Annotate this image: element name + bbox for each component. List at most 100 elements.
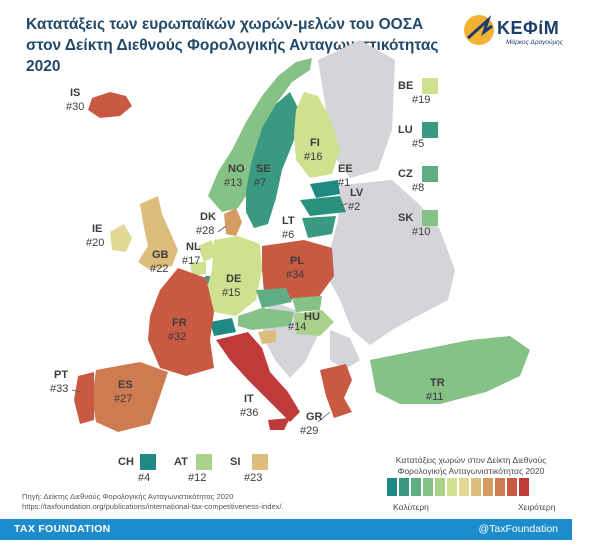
country-ee[interactable] — [310, 180, 340, 198]
label-ie-rank: #20 — [86, 237, 104, 249]
legend-swatch-9 — [495, 478, 505, 496]
label-it-rank: #36 — [240, 407, 258, 419]
key-at-rank: #12 — [188, 472, 207, 484]
country-pl[interactable] — [262, 240, 334, 300]
legend-swatch-7 — [471, 478, 481, 496]
label-fr-code: FR — [172, 317, 187, 329]
country-de[interactable] — [206, 236, 262, 316]
country-it[interactable] — [216, 332, 300, 422]
logo-name: ΚΕΦίΜ — [497, 18, 560, 38]
country-lv[interactable] — [300, 196, 346, 216]
leader-pt — [71, 389, 81, 393]
label-gr-rank: #29 — [300, 425, 318, 437]
label-is-code: IS — [70, 87, 80, 99]
country-pt[interactable] — [74, 372, 94, 424]
key-be-rank: #19 — [412, 94, 431, 106]
country-ch[interactable] — [210, 318, 236, 336]
leader-dk — [217, 225, 227, 233]
key-cz: CZ #8 — [398, 166, 438, 194]
map-title: Κατατάξεις των ευρωπαϊκών χωρών-μελών το… — [26, 14, 446, 77]
key-cz-code: CZ — [398, 168, 413, 180]
label-fr-rank: #32 — [168, 331, 186, 343]
label-nl-code: NL — [186, 241, 201, 253]
title-line-2: στον Δείκτη Διεθνούς Φορολογικής Ανταγων… — [26, 37, 439, 75]
country-tr[interactable] — [370, 336, 530, 404]
country-dk[interactable] — [224, 208, 242, 236]
country-lt[interactable] — [302, 216, 336, 238]
legend-low-label: Καλύτερη — [393, 502, 429, 512]
key-si-code: SI — [230, 456, 241, 468]
key-at-swatch — [196, 454, 212, 470]
label-lt-code: LT — [282, 215, 295, 227]
label-lt-rank: #6 — [282, 229, 294, 241]
footer-handle[interactable]: @TaxFoundation — [478, 523, 558, 535]
source-line-2: https://taxfoundation.org/publications/i… — [22, 502, 284, 511]
legend-swatch-4 — [435, 478, 445, 496]
label-tr-code: TR — [430, 377, 445, 389]
legend-title: Κατατάξεις χωρών στον Δείκτη Διεθνούς Φο… — [376, 455, 566, 477]
country-be[interactable] — [190, 262, 206, 276]
label-lv-code: LV — [350, 187, 364, 199]
label-fi-code: FI — [310, 137, 320, 149]
key-be-code: BE — [398, 80, 414, 92]
label-es-code: ES — [118, 379, 133, 391]
country-fi[interactable] — [294, 92, 340, 178]
label-pt-rank: #33 — [50, 383, 68, 395]
key-sk-rank: #10 — [412, 226, 431, 238]
label-de-code: DE — [226, 273, 241, 285]
kefim-logo-icon — [464, 15, 494, 45]
key-at: AT #12 — [174, 454, 212, 484]
label-dk-code: DK — [200, 211, 216, 223]
label-pl-code: PL — [290, 255, 304, 267]
kefim-logo: ΚΕΦίΜ Μάρκος Δραγούμης — [462, 12, 572, 52]
label-ie-code: IE — [92, 223, 102, 235]
label-no-rank: #13 — [224, 177, 242, 189]
country-gr[interactable] — [320, 364, 352, 418]
country-nl[interactable] — [198, 240, 216, 262]
title-line-1: Κατατάξεις των ευρωπαϊκών χωρών-μελών το… — [26, 16, 424, 33]
label-nl-rank: #17 — [182, 255, 200, 267]
legend-high-label: Χειρότερη — [518, 502, 556, 512]
country-gb[interactable] — [138, 196, 178, 270]
source-note: Πηγή: Δείκτης Διεθνούς Φορολογικής Ανταγ… — [22, 492, 284, 512]
country-es[interactable] — [92, 362, 168, 432]
key-be: BE #19 — [398, 78, 438, 106]
country-cz[interactable] — [256, 288, 292, 308]
country-it-sicily[interactable] — [268, 418, 290, 430]
legend-gradient — [387, 478, 531, 501]
country-sk[interactable] — [292, 296, 322, 312]
label-gb-rank: #22 — [150, 263, 168, 275]
label-lv-rank: #2 — [348, 201, 360, 213]
leader-lines — [71, 202, 349, 423]
country-se[interactable] — [246, 92, 298, 228]
label-gb-code: GB — [152, 249, 169, 261]
legend-swatch-10 — [507, 478, 517, 496]
key-lu-code: LU — [398, 124, 413, 136]
country-at[interactable] — [238, 308, 294, 330]
label-it-code: IT — [244, 393, 254, 405]
label-is-rank: #30 — [66, 101, 84, 113]
legend-swatch-1 — [399, 478, 409, 496]
country-si[interactable] — [258, 330, 276, 344]
leader-gr — [317, 411, 331, 423]
legend-swatch-0 — [387, 478, 397, 496]
label-ee-rank: #1 — [338, 177, 350, 189]
country-hu[interactable] — [294, 310, 334, 336]
label-es-rank: #27 — [114, 393, 132, 405]
label-no-code: NO — [228, 163, 245, 175]
country-labels: IS #30 NO #13 SE #7 FI #16 EE #1 LV #2 L… — [50, 87, 445, 437]
country-ie[interactable] — [110, 224, 132, 252]
country-fr[interactable] — [148, 268, 214, 376]
legend-swatch-6 — [459, 478, 469, 496]
legend-swatch-8 — [483, 478, 493, 496]
legend-title-line-1: Κατατάξεις χωρών στον Δείκτη Διεθνούς — [395, 455, 547, 465]
country-is[interactable] — [88, 92, 132, 118]
key-ch-code: CH — [118, 456, 134, 468]
label-hu-rank: #14 — [288, 321, 306, 333]
label-se-code: SE — [256, 163, 271, 175]
legend-swatch-2 — [411, 478, 421, 496]
key-lu-rank: #5 — [412, 138, 425, 150]
key-sk: SK #10 — [398, 210, 438, 238]
label-fi-rank: #16 — [304, 151, 322, 163]
